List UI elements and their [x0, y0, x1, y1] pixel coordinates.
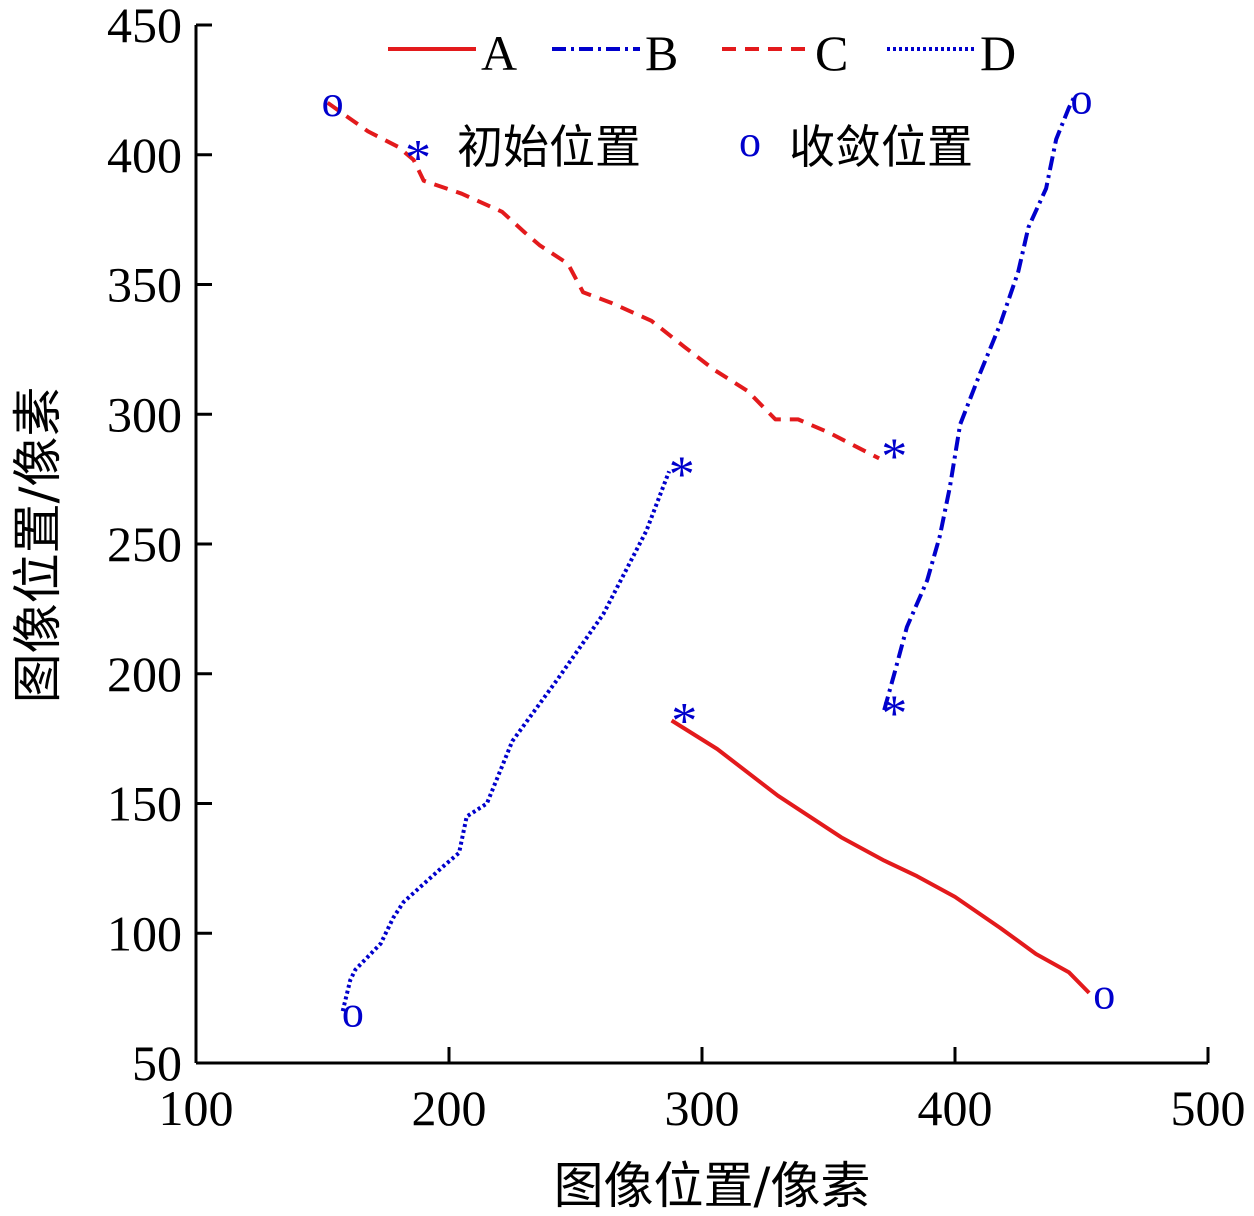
initial-position-marker: *	[669, 447, 695, 504]
series-b: *o	[881, 74, 1092, 742]
initial-position-marker: *	[671, 693, 697, 750]
series-c: *o	[322, 77, 908, 486]
legend-label-b: B	[645, 25, 678, 81]
y-tick-label: 350	[107, 257, 182, 313]
converged-position-marker: o	[342, 988, 364, 1037]
series-d: *o	[340, 447, 695, 1037]
y-tick-label: 250	[107, 516, 182, 572]
legend-initial-marker: *	[405, 130, 431, 187]
x-axis-title: 图像位置/像素	[554, 1157, 871, 1215]
series-line-d	[340, 470, 671, 1012]
legend-label-c: C	[815, 25, 848, 81]
series-line-a	[670, 718, 1091, 995]
x-tick-label: 100	[159, 1080, 234, 1136]
initial-position-marker: *	[881, 685, 907, 742]
x-tick-label: 500	[1171, 1080, 1246, 1136]
x-tick-label: 300	[665, 1080, 740, 1136]
y-tick-label: 450	[107, 0, 182, 53]
legend: A B C D * 初始位置 o 收敛位置	[388, 25, 1016, 187]
series-line-b	[882, 96, 1076, 711]
series-a: *o	[670, 693, 1115, 1019]
converged-position-marker: o	[322, 77, 344, 126]
converged-position-marker: o	[1071, 74, 1093, 123]
y-tick-label: 100	[107, 905, 182, 961]
y-tick-label: 50	[132, 1035, 182, 1091]
legend-label-d: D	[980, 25, 1016, 81]
legend-converged-label: 收敛位置	[789, 120, 973, 174]
legend-initial-label: 初始位置	[457, 120, 641, 174]
x-tick-label: 200	[412, 1080, 487, 1136]
y-tick-label: 300	[107, 386, 182, 442]
axes: 100 200 300 400 5005010015020025030035040045…	[107, 0, 1246, 1136]
initial-position-marker: *	[881, 428, 907, 485]
series-layer: *o*o*o*o	[322, 74, 1116, 1036]
y-tick-label: 150	[107, 776, 182, 832]
x-tick-label: 400	[918, 1080, 993, 1136]
converged-position-marker: o	[1093, 970, 1115, 1019]
series-line-c	[326, 101, 881, 461]
legend-converged-marker: o	[739, 117, 761, 166]
y-tick-label: 400	[107, 127, 182, 183]
y-axis-title: 图像位置/像素	[9, 387, 67, 704]
y-tick-label: 200	[107, 646, 182, 702]
legend-label-a: A	[481, 25, 517, 81]
